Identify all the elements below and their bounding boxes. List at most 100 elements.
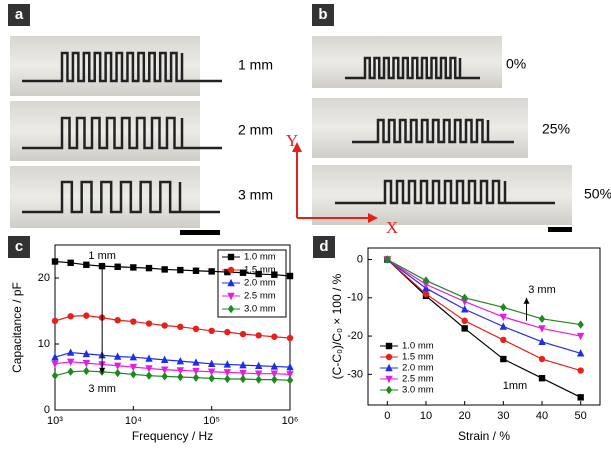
marker [227,266,235,274]
x-tick-label: 10³ [47,415,63,427]
series-line [386,259,581,354]
marker [192,358,200,366]
x-tick-label: 20 [459,410,471,422]
marker [254,370,263,378]
marker [286,272,294,280]
marker [576,332,585,341]
x-tick-label: 40 [536,410,548,422]
marker [255,375,262,384]
x-tick-label: 10 [420,410,432,422]
marker [51,317,59,325]
electrode [22,180,220,214]
electrode [22,51,222,83]
marker [538,337,546,346]
marker [422,276,430,285]
marker [83,312,90,319]
annotation: 3 mm [528,284,556,296]
marker [67,259,74,267]
marker [227,292,235,301]
x-tick-label: 10⁴ [125,415,142,427]
legend-label: 2.5 mm [244,291,276,302]
panel-label: d [319,238,328,255]
x-tick-label: 0 [384,410,390,422]
y-tick-label: 10 [38,338,50,350]
panel-label-box [8,236,30,258]
series-line [387,258,581,326]
marker [66,348,75,356]
legend-label: 3.0 mm [244,304,276,315]
marker [239,360,247,369]
x-axis-label: Frequency / Hz [132,429,213,443]
x-tick-label: 30 [497,410,509,422]
marker [385,385,393,395]
series-line [386,259,581,372]
marker [384,255,391,264]
marker [160,366,169,374]
marker [286,334,294,342]
legend-label: 1.0 mm [244,252,276,263]
marker [271,375,278,384]
marker [192,367,200,376]
annotation: 1 mm [88,250,116,262]
x-tick-label: 10⁶ [282,415,299,427]
scale-bar [548,227,572,232]
marker [239,269,247,276]
x-axis-label: Strain / % [458,429,510,443]
x-tick-label: 10⁵ [203,415,220,427]
marker [51,360,59,368]
series-line [54,260,291,277]
y-tick-label: 0 [357,253,363,265]
marker [113,352,122,360]
marker [271,271,278,278]
y-axis-label: Capacitance / pF [10,282,24,373]
marker [114,317,121,324]
marker [130,370,137,379]
marker [51,371,59,380]
plot-frame [54,244,291,411]
marker [576,349,585,357]
marker [192,373,200,382]
y-tick-label: -20 [347,330,363,342]
marker [577,367,584,374]
marker [385,363,393,372]
marker [461,317,468,324]
marker [177,266,184,274]
y-tick-label: 20 [38,272,50,284]
marker [82,349,91,358]
photo [312,98,528,158]
marker [224,268,231,276]
photo-label: 0% [506,56,526,72]
marker [385,353,393,361]
marker [255,332,262,339]
arrow-head [99,367,106,374]
legend-label: 3.0 mm [402,385,434,396]
marker [385,342,393,350]
electrode [335,179,555,205]
y-tick-label: -30 [347,368,363,380]
photo-label: 50% [584,186,611,202]
series-line [54,370,291,381]
marker [270,362,279,370]
axis-letter: X [386,218,398,237]
panel-label-box [8,4,30,26]
panel-label-box [312,4,334,26]
marker [145,365,153,373]
marker [255,270,262,278]
photo [312,165,572,225]
marker [254,361,263,369]
panel-label-box [313,236,335,258]
marker [82,359,91,368]
marker [271,333,278,340]
y-tick-label: -10 [347,292,363,304]
photo-label: 2 mm [238,122,273,138]
marker [227,304,235,314]
legend-label: 2.0 mm [402,363,434,374]
marker [177,372,184,382]
marker [538,314,546,324]
photos [10,36,572,235]
marker [51,353,59,361]
marker [223,360,232,368]
annotation: 1mm [503,380,527,392]
